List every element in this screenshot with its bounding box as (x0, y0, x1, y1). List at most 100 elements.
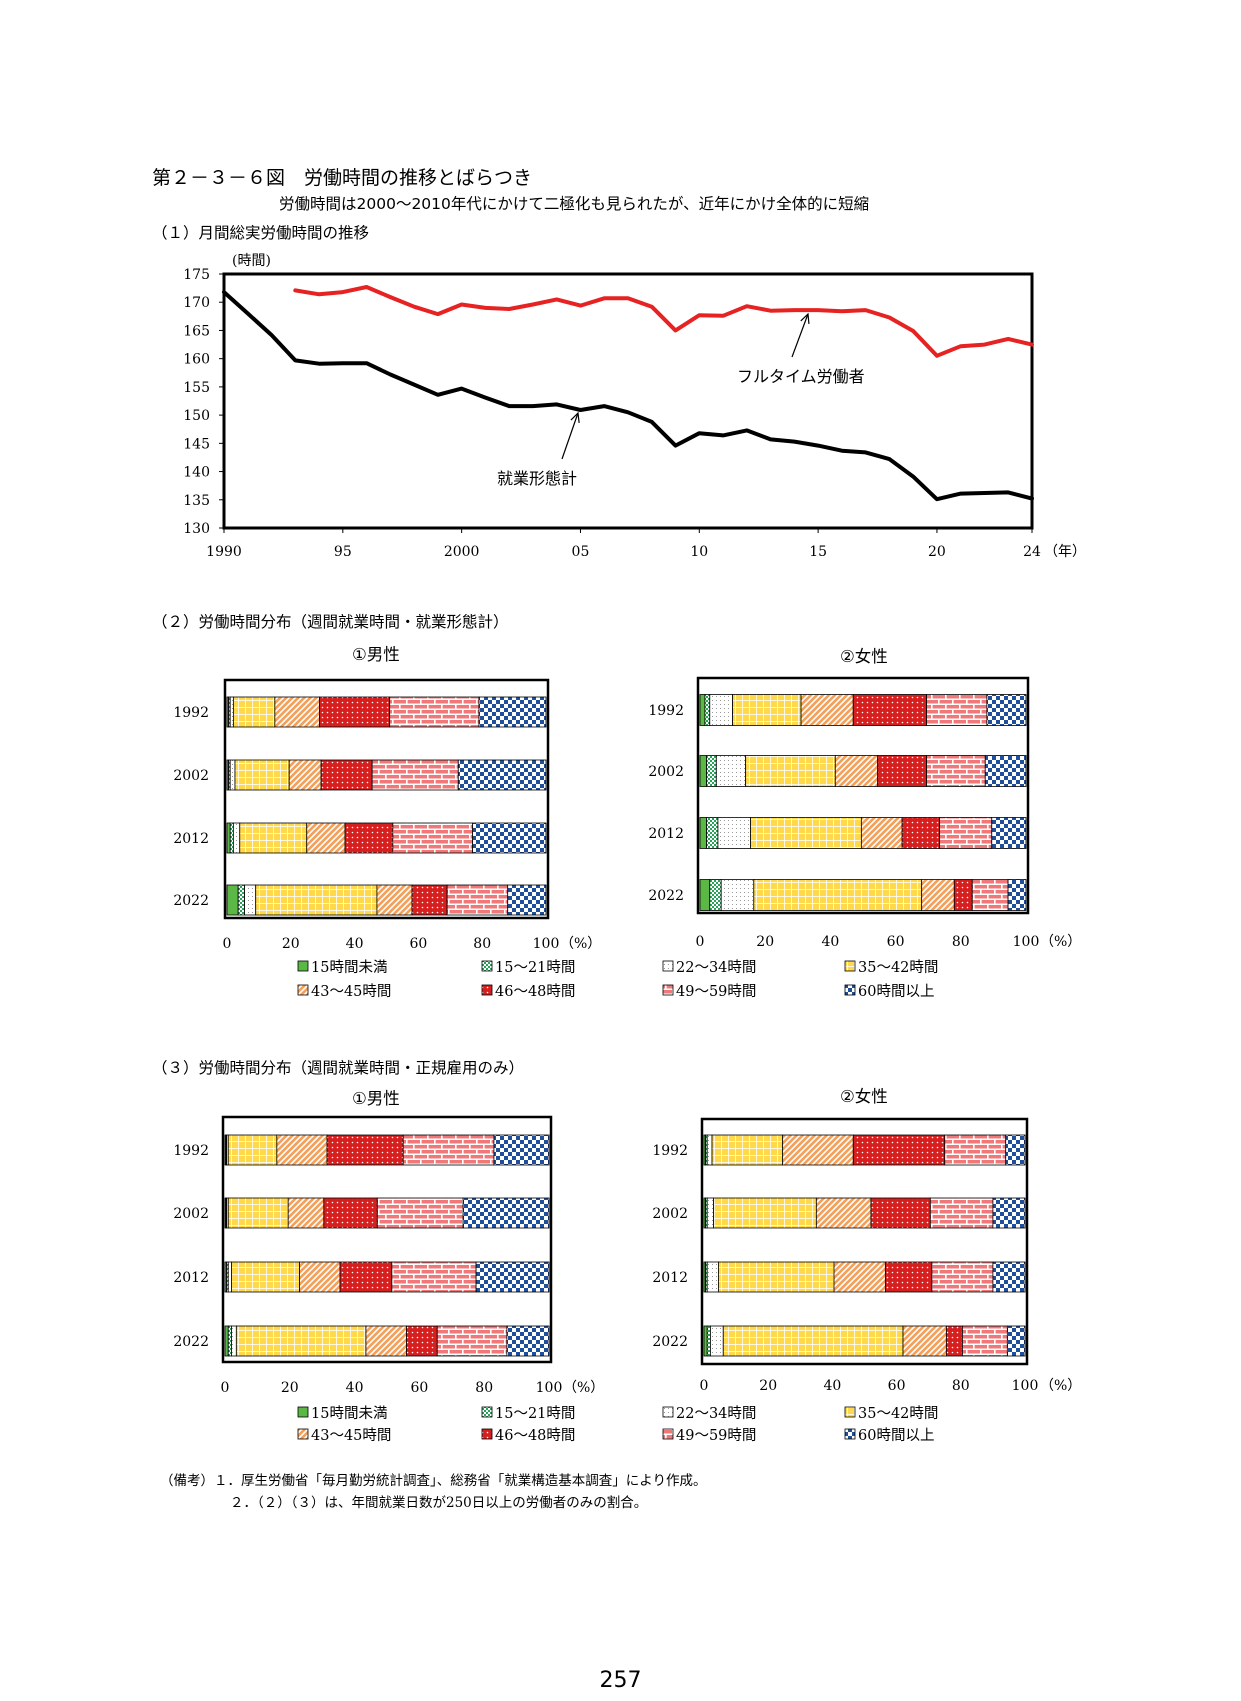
section1-title: （１）月間総実労働時間の推移 (152, 224, 370, 242)
bar-seg-46-48 (406, 1325, 438, 1357)
page-number: 257 (599, 1668, 642, 1693)
bar-seg-49-59 (392, 822, 474, 854)
bar-seg-lt15 (699, 879, 711, 911)
legend-swatch (662, 960, 674, 972)
x-tick-label: 60 (410, 1380, 428, 1396)
bar-seg-46-48 (884, 1261, 933, 1293)
bar-seg-43-45 (299, 1261, 341, 1293)
bar-seg-22-34 (229, 696, 234, 728)
series-line-fulltime (293, 285, 1034, 358)
x-tick-label: 80 (473, 936, 491, 952)
legend-section3: 15時間未満 15～21時間 22～34時間 35～42時間 43～45時間 46～48時… (297, 1405, 938, 1444)
bar-seg-lt15 (226, 884, 239, 916)
y-tick-label: 145 (183, 436, 210, 452)
legend-label: 43～45時間 (311, 983, 391, 1000)
bar-seg-49-59 (371, 759, 459, 791)
bar-seg-49-59 (402, 1134, 495, 1166)
x-tick-label: 20 (282, 936, 300, 952)
bar-seg-15-21 (227, 1325, 232, 1357)
bar-seg-43-45 (833, 1261, 886, 1293)
legend-swatch (297, 984, 309, 996)
section2-male-title: ①男性 (352, 645, 400, 664)
y-tick-label: 165 (183, 323, 210, 339)
panel-regular-male: 1992 2002 2012 2022 0 20 40 60 80 100 （%） (173, 1115, 604, 1396)
x-tick-label: 100 (536, 1380, 563, 1396)
x-unit-label: （%） (563, 1380, 604, 1396)
panel-regular-female: 1992 2002 2012 2022 0 20 40 60 80 100 （%） (652, 1117, 1081, 1394)
year-label: 2022 (648, 888, 684, 904)
y-tick-label: 170 (183, 295, 210, 311)
x-tick-label: 15 (809, 544, 827, 560)
legend-swatch (844, 1406, 856, 1418)
bar-seg-60plus (992, 1197, 1026, 1229)
x-tick-label: 40 (821, 934, 839, 950)
legend-swatch (662, 984, 674, 996)
bar-seg-35-42 (750, 817, 862, 849)
bar-seg-35-42 (231, 1261, 300, 1293)
bar-seg-22-34 (244, 884, 257, 916)
x-tick-label: 05 (572, 544, 590, 560)
x-tick-label: 1990 (206, 544, 242, 560)
legend-swatch (481, 1428, 493, 1440)
bar-seg-49-59 (926, 755, 986, 787)
year-label: 2002 (652, 1206, 688, 1222)
legend-label: 15～21時間 (495, 1405, 575, 1422)
bar-seg-35-42 (745, 755, 836, 787)
bar-seg-46-48 (320, 759, 373, 791)
legend-label: 35～42時間 (858, 959, 938, 976)
x-unit-label: （年） (1044, 544, 1086, 560)
bar-seg-22-34 (706, 1197, 715, 1229)
bar-seg-43-45 (860, 817, 903, 849)
bar-seg-49-59 (929, 1197, 994, 1229)
y-tick-label: 160 (183, 352, 210, 368)
bar-seg-22-34 (720, 879, 755, 911)
bar-seg-35-42 (718, 1261, 835, 1293)
annotation-arrowhead-all (570, 411, 580, 424)
legend-swatch (844, 960, 856, 972)
annotation-arrowhead-fulltime (800, 312, 810, 325)
bar-seg-35-42 (255, 884, 378, 916)
legend-swatch (844, 984, 856, 996)
section2-female-title: ②女性 (840, 647, 888, 666)
bar-seg-60plus (984, 755, 1027, 787)
bar-seg-49-59 (931, 1261, 994, 1293)
bar-seg-46-48 (326, 1134, 404, 1166)
bar-seg-49-59 (939, 817, 993, 849)
x-tick-label: 0 (221, 1380, 230, 1396)
year-label: 1992 (652, 1143, 688, 1159)
bar-seg-35-42 (227, 1134, 278, 1166)
y-tick-label: 130 (183, 521, 210, 537)
y-unit-label: (時間) (232, 253, 271, 269)
x-unit-label: （%） (1040, 1378, 1081, 1394)
year-label: 2012 (173, 1270, 209, 1286)
legend-label: 60時間以上 (858, 1427, 934, 1444)
x-tick-label: 20 (759, 1378, 777, 1394)
x-tick-label: 0 (696, 934, 705, 950)
section2-title: （２）労働時間分布（週間就業時間・就業形態計） (152, 613, 509, 631)
bar-seg-46-48 (877, 755, 927, 787)
bar-seg-46-48 (852, 694, 927, 726)
figure-subtitle: 労働時間は2000～2010年代にかけて二極化も見られたが、近年にかけ全体的に短… (279, 195, 870, 213)
bar-seg-49-59 (391, 1261, 477, 1293)
legend-swatch (844, 1428, 856, 1440)
legend-label: 46～48時間 (495, 1427, 575, 1444)
bar-seg-22-34 (706, 1261, 719, 1293)
panel-all-male: 1992 2002 2012 2022 0 20 40 60 80 100 （%） (173, 678, 601, 952)
bar-seg-lt15 (699, 817, 707, 849)
bar-seg-60plus (493, 1134, 550, 1166)
legend-label: 15～21時間 (495, 959, 575, 976)
figure-title: 第２－３－６図 労働時間の推移とばらつき (152, 167, 533, 189)
bar-seg-lt15 (699, 755, 707, 787)
bar-seg-46-48 (945, 1325, 963, 1357)
x-tick-label: 40 (346, 936, 364, 952)
legend-swatch (297, 960, 309, 972)
bar-seg-49-59 (436, 1325, 508, 1357)
y-tick-label: 135 (183, 493, 210, 509)
x-tick-label: 24 (1023, 544, 1041, 560)
year-label: 2002 (173, 1206, 209, 1222)
bar-seg-35-42 (239, 822, 308, 854)
year-label: 2022 (173, 893, 209, 909)
bar-seg-49-59 (446, 884, 509, 916)
bar-seg-49-59 (944, 1134, 1007, 1166)
legend-section2: 15時間未満 15～21時間 22～34時間 35～42時間 43～45時間 46～48時… (297, 959, 938, 1000)
